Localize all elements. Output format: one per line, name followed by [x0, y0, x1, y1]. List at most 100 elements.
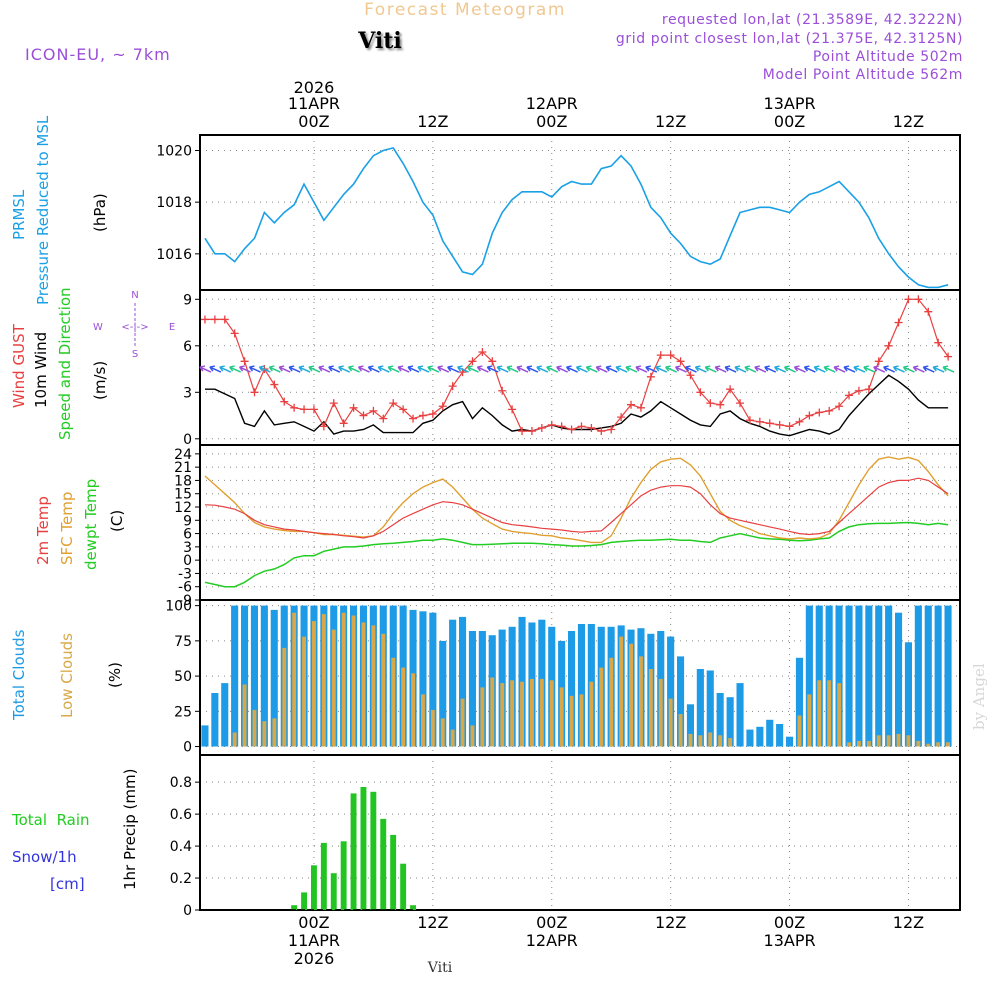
compass-east: E — [169, 322, 175, 333]
wind-direction-arrow — [585, 365, 598, 373]
pressure-panel: 1016 1018 1020 — [156, 134, 961, 291]
wind-direction-arrow — [734, 365, 747, 373]
low-cloud-bar — [520, 681, 524, 747]
wind-label-gust: Wind GUST — [10, 323, 28, 408]
gust-marker — [349, 403, 358, 412]
top-date-label: 11APR — [288, 94, 340, 113]
y-tick-label: 0.4 — [170, 839, 192, 855]
gust-marker — [874, 357, 883, 366]
gust-marker — [557, 422, 566, 431]
total-cloud-bar — [756, 726, 764, 747]
gust-marker — [755, 417, 764, 426]
total-cloud-bar — [934, 605, 942, 747]
gust-marker — [765, 419, 774, 428]
total-cloud-bar — [815, 605, 823, 747]
total-cloud-bar — [419, 611, 427, 747]
wind-direction-arrow — [863, 365, 876, 373]
low-cloud-bar — [906, 735, 911, 747]
y-tick-label: 6 — [183, 527, 192, 543]
wind-direction-arrow — [704, 365, 717, 373]
precip-label-rain: Total Rain — [11, 811, 90, 829]
panel-frame — [199, 134, 961, 291]
rain-bar — [301, 892, 307, 910]
total-cloud-bar — [914, 605, 922, 747]
low-cloud-bar — [797, 715, 802, 747]
wind-direction-arrow — [447, 365, 459, 373]
y-tick-label: -6 — [178, 580, 192, 596]
y-tick-label: 12 — [174, 500, 192, 516]
bottom-hour-label: 12Z — [655, 913, 686, 932]
gust-marker — [478, 348, 487, 356]
wind-direction-arrow — [843, 365, 856, 373]
y-tick-label: 0 — [183, 553, 192, 569]
wind-direction-arrow — [833, 365, 846, 373]
top-date-label: 13APR — [764, 94, 816, 113]
rain-bar — [370, 791, 377, 910]
wind-direction-arrow — [536, 365, 549, 373]
rain-bar — [291, 905, 298, 910]
wind-direction-arrow — [793, 365, 806, 373]
low-cloud-bar — [539, 678, 544, 747]
low-cloud-bar — [371, 625, 376, 747]
wind-direction-arrow — [347, 365, 360, 373]
low-cloud-bar — [282, 647, 287, 747]
low-cloud-bar — [391, 657, 396, 747]
wind-direction-arrow — [496, 365, 509, 373]
wind-label-direction: Speed and Direction — [56, 287, 74, 440]
wind-direction-arrow — [873, 365, 886, 373]
wind-direction-arrow — [506, 365, 519, 373]
gust-marker — [706, 399, 715, 408]
total-cloud-bar — [677, 656, 685, 747]
wind-direction-arrow — [823, 365, 836, 373]
wind-direction-arrow — [417, 365, 430, 373]
wind-direction-arrow — [883, 365, 895, 373]
wind-direction-arrow — [476, 365, 489, 373]
total-cloud-bar — [221, 683, 229, 747]
wind-direction-arrow — [655, 365, 668, 373]
wind-direction-arrow — [922, 365, 935, 373]
bottom-hour-label: 00Z — [298, 913, 329, 932]
model-name: ICON-EU, ~ 7km — [25, 45, 171, 64]
wind-direction-arrow — [575, 365, 588, 373]
gust-marker — [904, 295, 913, 304]
gust-marker — [339, 419, 348, 428]
total-cloud-bar — [577, 624, 585, 747]
total-cloud-bar — [805, 605, 813, 747]
chart-title: Forecast Meteogram — [364, 0, 566, 20]
top-year-label: 2026 — [294, 78, 335, 97]
gust-marker — [369, 406, 378, 415]
wind-direction-arrow — [546, 365, 559, 373]
low-cloud-bar — [569, 695, 574, 747]
gust-marker — [438, 402, 447, 411]
low-cloud-bar — [262, 721, 267, 747]
pressure-label-2: Pressure Reduced to MSL — [34, 115, 52, 305]
footer-station: Viti — [427, 960, 453, 976]
low-cloud-bar — [321, 614, 326, 747]
gust-marker — [617, 413, 626, 422]
gust-marker — [775, 420, 784, 429]
total-cloud-bar — [855, 605, 863, 747]
y-tick-label: -3 — [178, 566, 192, 582]
low-cloud-bar — [718, 735, 723, 747]
gust-marker — [567, 425, 576, 434]
gust-marker — [448, 382, 457, 391]
grid-point-location: grid point closest lon,lat (21.375E, 42.… — [616, 31, 963, 47]
low-cloud-bar — [609, 657, 614, 747]
wind-panel: 0 3 6 9 — [183, 289, 961, 448]
wind-direction-arrow — [437, 365, 450, 373]
total-cloud-bar — [201, 725, 209, 747]
temp-label-2m: 2m Temp — [34, 496, 52, 565]
total-cloud-bar — [231, 605, 239, 747]
clouds-label-low: Low Clouds — [58, 633, 76, 718]
gust-marker — [894, 318, 903, 327]
total-cloud-bar — [766, 719, 774, 747]
precip-panel: 0 0.2 0.4 0.6 0.8 — [170, 754, 961, 919]
bottom-date-label: 12APR — [526, 931, 578, 950]
low-cloud-bar — [837, 683, 842, 747]
low-cloud-bar — [430, 709, 435, 747]
station-name: Viti — [357, 28, 402, 54]
y-tick-label: 9 — [183, 513, 192, 529]
low-cloud-bar — [530, 678, 534, 747]
pressure-unit: (hPa) — [91, 193, 109, 232]
